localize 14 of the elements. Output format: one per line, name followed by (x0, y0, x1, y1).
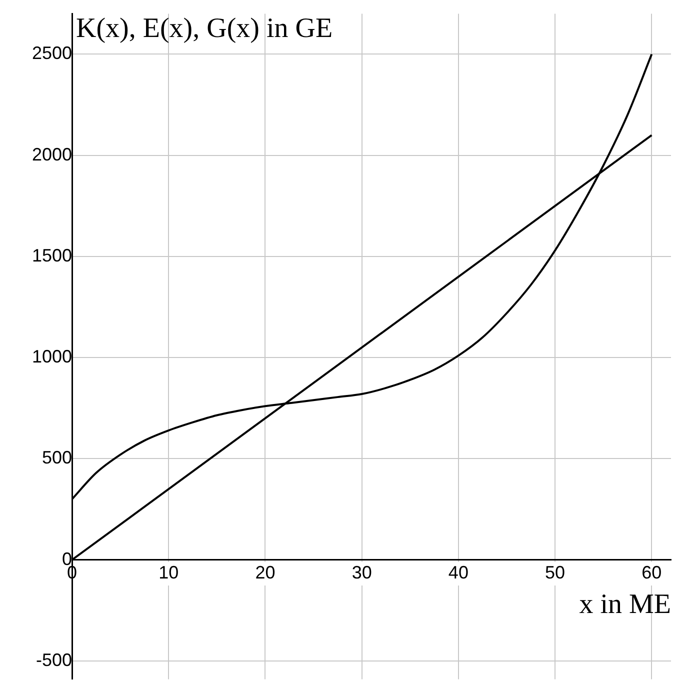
y-tick-label: 1000 (32, 346, 72, 367)
y-tick-label: 500 (42, 448, 72, 468)
x-tick-label: 60 (642, 562, 662, 583)
x-tick-label: 20 (255, 562, 276, 583)
x-tick-label: 30 (352, 562, 372, 583)
x-tick-label: 40 (448, 562, 468, 583)
x-tick-label: 10 (158, 562, 179, 583)
y-tick-label: -500 (36, 650, 72, 670)
y-tick-label: 2500 (32, 43, 72, 64)
x-tick-label: 50 (545, 562, 566, 583)
y-tick-label: 1500 (32, 245, 72, 266)
x-axis-title: x in ME (579, 589, 671, 620)
y-tick-label: 2000 (32, 144, 72, 164)
y-axis-title: K(x), E(x), G(x) in GE (76, 13, 333, 44)
